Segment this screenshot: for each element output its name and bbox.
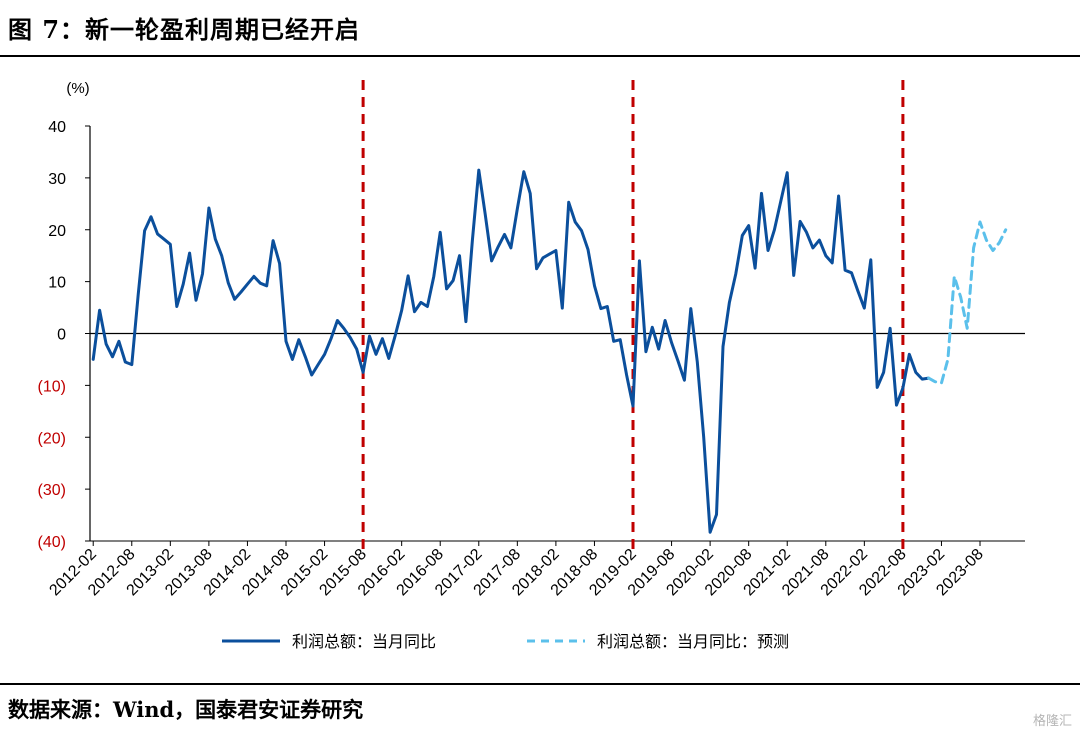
bottom-divider: [0, 683, 1080, 685]
x-axis: 2012-022012-082013-022013-082014-022014-…: [47, 332, 1025, 599]
y-tick-label: (40): [38, 534, 66, 551]
line-chart: (%) 40 30 20 10 0 (10) (20) (30) (40) 2012-022012…: [38, 80, 1025, 651]
y-tick-label: (20): [38, 430, 66, 447]
y-tick-label: 40: [48, 119, 66, 136]
legend-label: 利润总额：当月同比: [292, 632, 436, 651]
figure-title: 图 7：新一轮盈利周期已经开启: [8, 15, 361, 44]
y-unit-label: (%): [66, 80, 89, 97]
watermark-logo: 格隆汇: [1032, 714, 1072, 729]
vertical-markers: [361, 80, 905, 555]
y-tick-label: 0: [57, 327, 66, 344]
actual-series-line: [91, 168, 931, 534]
legend-label: 利润总额：当月同比：预测: [597, 632, 789, 651]
y-tick-label: (30): [38, 482, 66, 499]
legend: 利润总额：当月同比 利润总额：当月同比：预测: [222, 632, 789, 651]
series-lines: [91, 168, 1008, 534]
top-divider: [0, 55, 1080, 57]
y-axis: (%) 40 30 20 10 0 (10) (20) (30) (40): [38, 80, 91, 551]
y-tick-label: 30: [48, 171, 66, 188]
source-note: 数据来源：Wind，国泰君安证券研究: [8, 697, 364, 722]
y-tick-label: 10: [48, 275, 66, 292]
forecast-series-line: [927, 220, 1008, 385]
y-tick-label: (10): [38, 378, 66, 395]
y-tick-label: 20: [48, 223, 66, 240]
